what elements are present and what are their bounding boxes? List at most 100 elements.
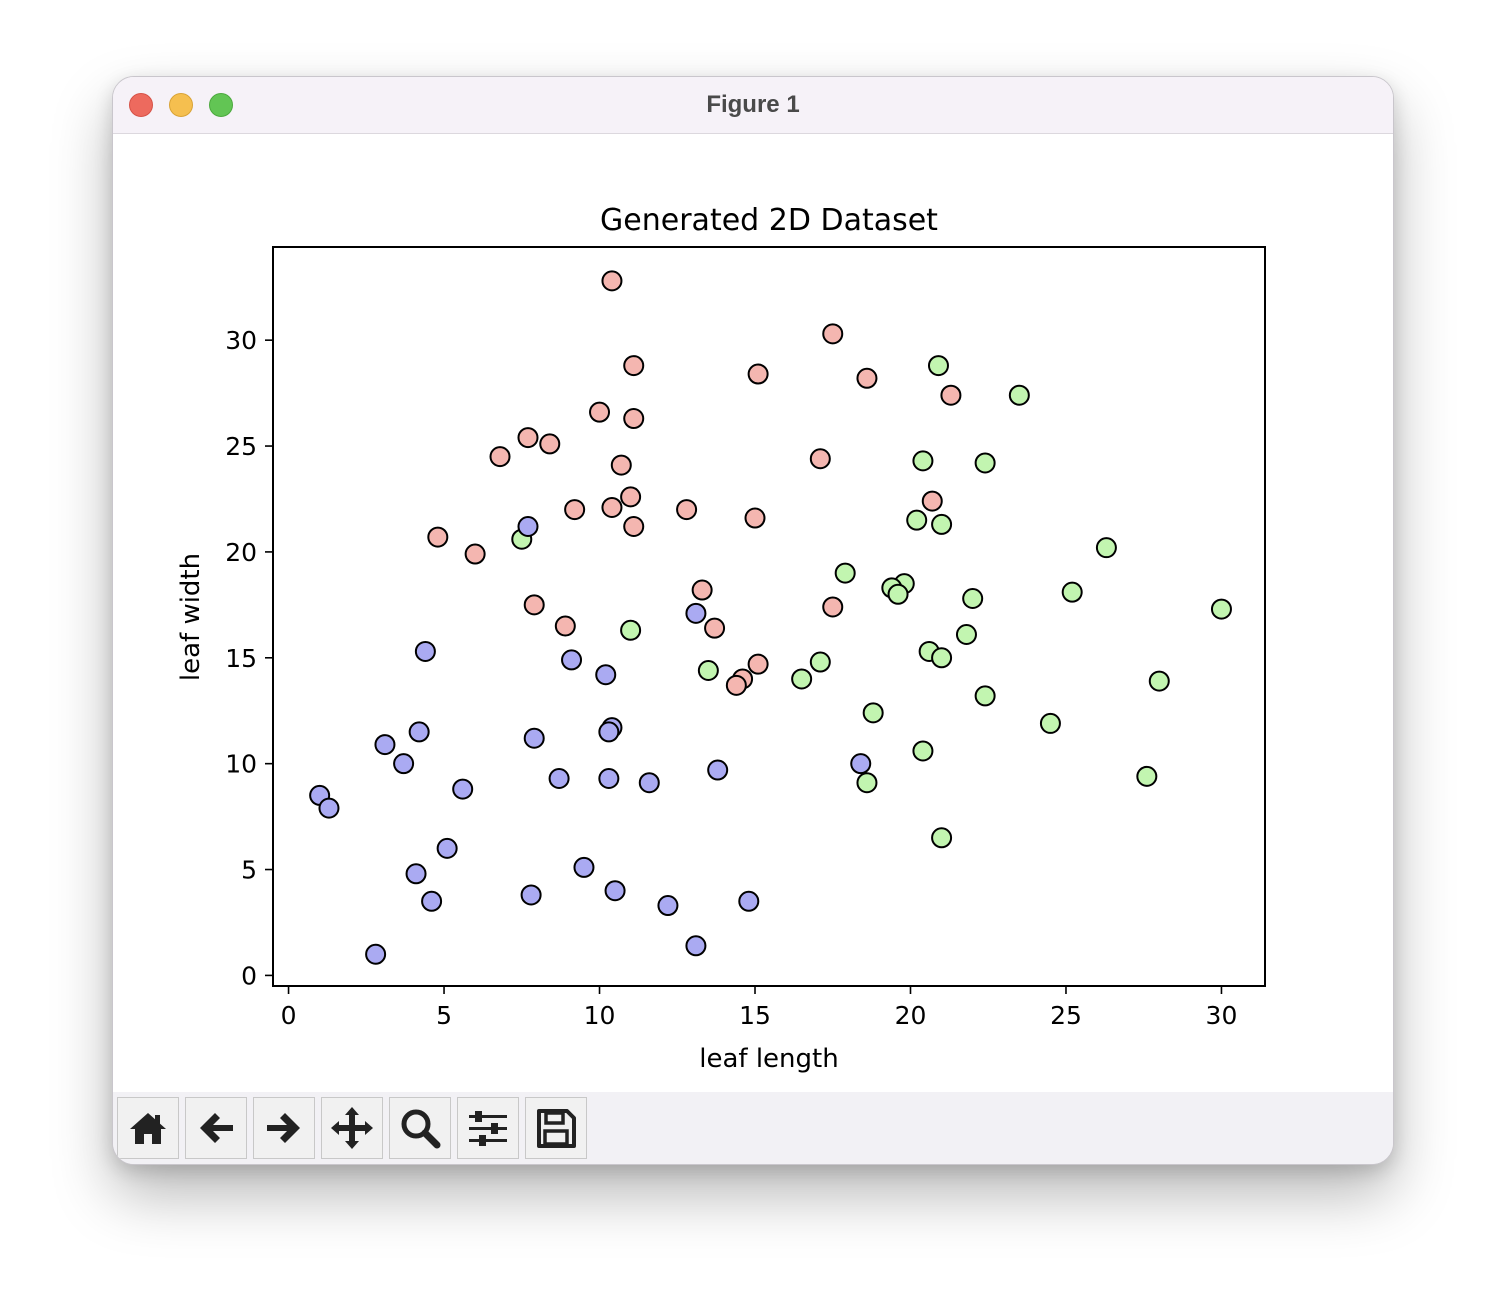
scatter-point-red <box>704 617 726 639</box>
scatter-point-green <box>906 509 928 531</box>
scatter-point-green <box>962 588 984 610</box>
pan-button[interactable] <box>321 1097 383 1159</box>
scatter-point-green <box>931 513 953 535</box>
scatter-point-blue <box>657 895 679 917</box>
scatter-point-blue <box>604 880 626 902</box>
scatter-point-red <box>464 543 486 565</box>
scatter-point-red <box>601 270 623 292</box>
y-tick-label: 25 <box>225 432 257 461</box>
scatter-point-green <box>1061 581 1083 603</box>
scatter-point-red <box>623 516 645 538</box>
scatter-point-blue <box>520 884 542 906</box>
y-tick-label: 20 <box>225 538 257 567</box>
save-button[interactable] <box>525 1097 587 1159</box>
zoom-button[interactable] <box>389 1097 451 1159</box>
navigation-toolbar <box>113 1092 1393 1164</box>
scatter-point-green <box>931 827 953 849</box>
move-icon <box>331 1107 373 1149</box>
scatter-point-blue <box>436 837 458 859</box>
scatter-point-green <box>620 619 642 641</box>
scatter-point-blue <box>598 767 620 789</box>
scatter-point-green <box>927 355 949 377</box>
forward-button[interactable] <box>253 1097 315 1159</box>
scatter-point-blue <box>452 778 474 800</box>
scatter-point-red <box>856 367 878 389</box>
scatter-point-green <box>1039 712 1061 734</box>
scatter-point-blue <box>318 797 340 819</box>
configure-subplots-button[interactable] <box>457 1097 519 1159</box>
scatter-chart: Generated 2D Dataset 0 5 10 15 20 25 30 0 5 10 15… <box>176 203 1266 1074</box>
scatter-point-green <box>912 740 934 762</box>
x-tick-label: 0 <box>281 1001 297 1030</box>
scatter-point-blue <box>421 890 443 912</box>
scatter-point-blue <box>707 759 729 781</box>
scatter-point-red <box>620 486 642 508</box>
scatter-point-red <box>691 579 713 601</box>
scatter-point-green <box>931 647 953 669</box>
scatter-point-blue <box>414 640 436 662</box>
y-tick-label: 5 <box>241 856 257 885</box>
scatter-point-green <box>1148 670 1170 692</box>
scatter-point-green <box>912 450 934 472</box>
scatter-point-red <box>940 384 962 406</box>
scatter-point-blue <box>548 767 570 789</box>
scatter-point-green <box>887 583 909 605</box>
scatter-point-red <box>427 526 449 548</box>
y-tick-label: 30 <box>225 326 257 355</box>
y-axis-label: leaf width <box>176 553 206 681</box>
scatter-point-green <box>697 659 719 681</box>
scatter-point-blue <box>405 863 427 885</box>
figure-canvas[interactable]: Generated 2D Dataset 0 5 10 15 20 25 30 0 5 10 15… <box>113 134 1393 1092</box>
scatter-point-green <box>862 702 884 724</box>
scatter-point-red <box>623 355 645 377</box>
arrow-left-icon <box>200 1113 233 1143</box>
scatter-point-red <box>623 408 645 430</box>
y-tick-label: 0 <box>241 961 257 990</box>
scatter-point-red <box>676 499 698 521</box>
scatter-point-green <box>1136 765 1158 787</box>
scatter-point-red <box>589 401 611 423</box>
scatter-point-blue <box>595 664 617 686</box>
chart-title: Generated 2D Dataset <box>600 203 938 238</box>
arrow-right-icon <box>267 1113 300 1143</box>
scatter-point-blue <box>685 935 707 957</box>
scatter-point-blue <box>365 943 387 965</box>
close-window-button[interactable] <box>129 93 153 117</box>
maximize-window-button[interactable] <box>209 93 233 117</box>
back-button[interactable] <box>185 1097 247 1159</box>
scatter-point-red <box>489 446 511 468</box>
home-button[interactable] <box>117 1097 179 1159</box>
scatter-point-blue <box>517 516 539 538</box>
scatter-point-red <box>601 496 623 518</box>
scatter-point-blue <box>561 649 583 671</box>
minimize-window-button[interactable] <box>169 93 193 117</box>
scatter-point-blue <box>523 727 545 749</box>
x-tick-label: 25 <box>1050 1001 1082 1030</box>
title-bar: Figure 1 <box>113 77 1393 134</box>
x-tick-label: 5 <box>436 1001 452 1030</box>
scatter-point-blue <box>685 602 707 624</box>
scatter-point-red <box>822 596 844 618</box>
scatter-point-green <box>974 452 996 474</box>
scatter-point-red <box>564 499 586 521</box>
scatter-point-green <box>974 685 996 707</box>
scatter-point-red <box>809 448 831 470</box>
x-tick-label: 20 <box>895 1001 927 1030</box>
y-tick-label: 10 <box>225 750 257 779</box>
scatter-point-blue <box>374 734 396 756</box>
x-tick-label: 15 <box>739 1001 771 1030</box>
scatter-point-red <box>517 427 539 449</box>
x-tick-label: 10 <box>584 1001 616 1030</box>
scatter-point-green <box>809 651 831 673</box>
scatter-point-red <box>539 433 561 455</box>
magnifier-icon <box>401 1109 441 1149</box>
sliders-icon <box>469 1111 507 1146</box>
scatter-point-red <box>921 490 943 512</box>
scatter-point-blue <box>738 890 760 912</box>
scatter-point-red <box>725 674 747 696</box>
scatter-point-green <box>834 562 856 584</box>
scatter-point-green <box>791 668 813 690</box>
scatter-point-blue <box>573 856 595 878</box>
scatter-point-red <box>822 323 844 345</box>
scatter-point-green <box>1095 537 1117 559</box>
